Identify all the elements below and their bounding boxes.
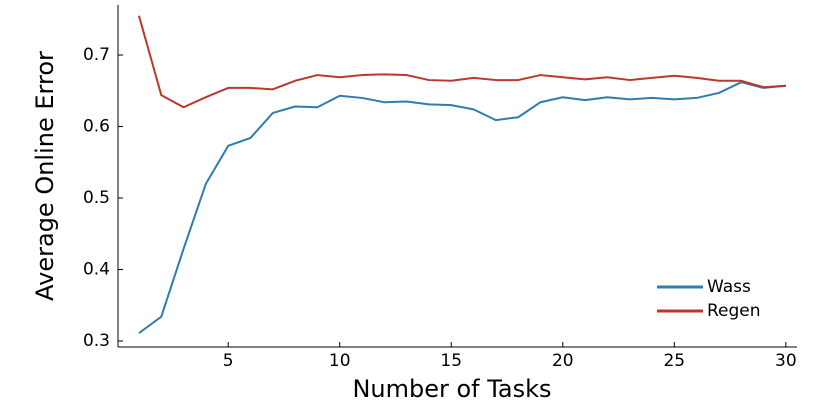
x-tick-label: 20	[552, 351, 574, 371]
x-axis-label: Number of Tasks	[352, 375, 551, 403]
y-tick-label: 0.6	[83, 117, 110, 137]
y-tick-label: 0.3	[83, 331, 110, 351]
x-tick-label: 5	[223, 351, 234, 371]
line	[138, 15, 786, 109]
legend-label: Regen	[707, 301, 761, 321]
y-tick-label: 0.7	[83, 45, 110, 65]
x-tick-label: 15	[440, 351, 462, 371]
x-tick-label: 10	[329, 351, 351, 371]
line	[138, 81, 786, 334]
x-tick-label: 30	[775, 351, 797, 371]
x-tick-label: 25	[663, 351, 685, 371]
y-axis-label: Average Online Error	[31, 51, 59, 301]
y-tick-label: 0.4	[83, 260, 110, 280]
legend-label: Wass	[707, 277, 751, 297]
y-tick-label: 0.5	[83, 188, 110, 208]
